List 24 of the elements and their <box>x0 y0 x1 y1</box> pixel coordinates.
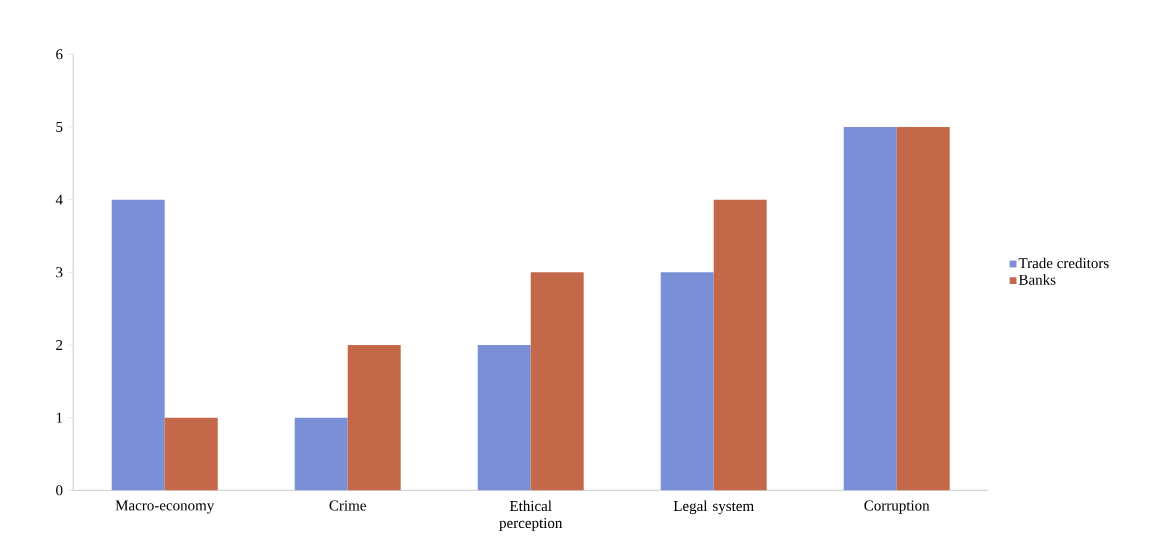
bar <box>530 272 584 491</box>
y-tick-label: 0 <box>56 485 63 496</box>
bar <box>660 272 714 491</box>
y-tick-label: 4 <box>55 194 63 205</box>
y-tick-label: 3 <box>56 267 63 278</box>
bar <box>347 344 401 491</box>
legend-label: Trade creditors <box>1018 257 1109 269</box>
bar <box>896 126 950 491</box>
x-tick-label: Corruption <box>864 500 930 514</box>
bar <box>713 199 767 491</box>
bar <box>294 417 348 491</box>
x-tick-label: Macro-economy <box>115 500 215 514</box>
x-tick-label: Crime <box>329 500 366 511</box>
y-tick-label: 6 <box>56 49 63 60</box>
bar <box>843 126 897 491</box>
y-tick-label: 1 <box>56 412 63 423</box>
x-tick-label: Ethical perception <box>499 500 563 532</box>
bar <box>164 417 218 491</box>
x-tick-label: Legal system <box>673 500 754 515</box>
y-tick-label: 5 <box>56 121 63 132</box>
legend-label: Banks <box>1018 274 1056 285</box>
bar <box>111 199 165 491</box>
y-tick-label: 2 <box>56 340 63 350</box>
bar <box>477 344 531 491</box>
